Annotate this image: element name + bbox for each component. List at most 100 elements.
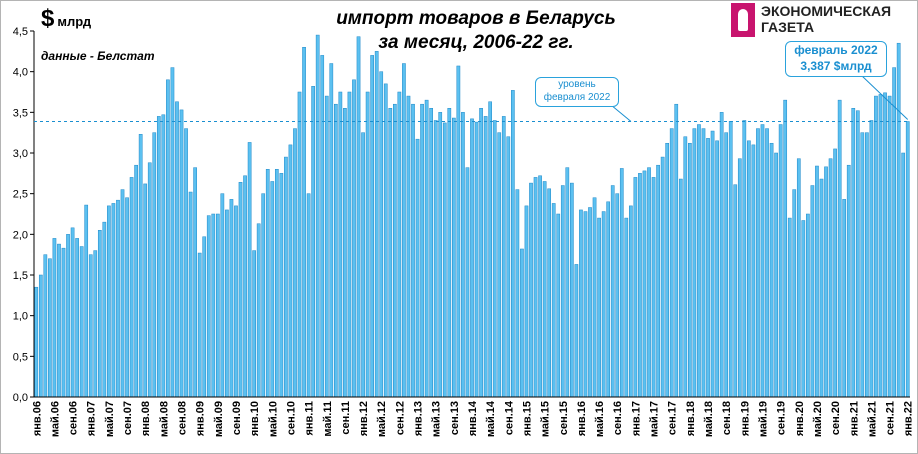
bar — [629, 205, 633, 398]
bar — [656, 164, 660, 398]
callout-level-line2: февраля 2022 — [543, 92, 611, 103]
bar — [878, 94, 883, 398]
y-tick-label: 0,0 — [13, 392, 28, 404]
bar — [674, 103, 679, 398]
bar — [411, 103, 415, 398]
bar — [579, 209, 583, 398]
bar — [211, 213, 216, 398]
unit-text: млрд — [57, 14, 92, 29]
bar — [406, 95, 411, 398]
bar — [642, 170, 647, 398]
bar — [415, 138, 420, 398]
callout-feb-2022: февраль 2022 3,387 $млрд — [785, 41, 887, 77]
bar — [801, 220, 806, 398]
bar — [828, 158, 833, 398]
bar — [84, 204, 89, 398]
x-tick-label: янв.15 — [521, 401, 533, 436]
bar — [597, 217, 601, 398]
bar — [833, 148, 837, 398]
bar — [905, 121, 910, 398]
x-tick-label: сен.10 — [285, 401, 297, 435]
bar — [874, 95, 878, 398]
bar — [819, 178, 824, 398]
bar — [147, 162, 152, 398]
bar — [756, 128, 760, 398]
x-tick-label: май.16 — [594, 401, 606, 437]
bar — [533, 177, 538, 398]
bar — [343, 108, 347, 398]
bar — [529, 182, 533, 398]
bar — [166, 79, 170, 398]
bar — [334, 103, 338, 398]
bar — [515, 189, 520, 398]
bar — [111, 203, 116, 398]
x-tick-label: сен.15 — [558, 401, 570, 435]
x-axis: янв.06 май.06 сен.06 янв.07 май.07 сен.07 янв.… — [31, 396, 915, 437]
x-tick-label: сен.06 — [68, 401, 80, 435]
y-tick-label: 3,0 — [13, 148, 28, 160]
bar — [610, 185, 615, 398]
bar — [265, 169, 270, 398]
source-note: данные - Белстат — [41, 49, 155, 63]
bar — [93, 250, 98, 398]
y-tick-label: 2,5 — [13, 189, 28, 201]
bar — [624, 217, 629, 398]
x-tick-label: янв.18 — [685, 401, 697, 436]
bar — [184, 128, 188, 398]
bar — [129, 177, 134, 398]
x-tick-label: сен.21 — [885, 401, 897, 435]
bar — [329, 63, 334, 398]
y-tick-label: 1,0 — [13, 311, 28, 323]
bar — [356, 36, 361, 398]
chart-title-line2: за месяц, 2006-22 гг. — [378, 32, 574, 53]
bar — [34, 286, 39, 398]
x-tick-label: янв.21 — [848, 401, 860, 436]
bar — [719, 112, 724, 398]
x-tick-label: май.10 — [267, 401, 279, 437]
bar — [774, 152, 778, 398]
bar — [678, 178, 683, 398]
bar — [97, 230, 102, 398]
bar — [765, 128, 769, 398]
bar — [465, 167, 470, 398]
bar — [892, 67, 896, 398]
bar — [324, 95, 329, 398]
x-tick-label: сен.20 — [830, 401, 842, 435]
bar — [697, 124, 701, 398]
bar — [161, 114, 166, 398]
bar — [370, 55, 374, 398]
bar — [869, 120, 874, 398]
x-tick-label: сен.08 — [177, 401, 189, 435]
bar — [688, 142, 692, 398]
logo: ЭКОНОМИЧЕСКАЯ ГАЗЕТА — [731, 3, 891, 37]
x-tick-label: сен.18 — [721, 401, 733, 435]
bar — [247, 142, 252, 398]
bar — [238, 182, 243, 398]
y-tick-label: 2,0 — [13, 229, 28, 241]
bar — [261, 193, 266, 398]
bar — [524, 205, 529, 398]
bar — [724, 132, 729, 398]
y-tick-label: 1,5 — [13, 270, 28, 282]
bar — [488, 101, 493, 398]
bar — [783, 99, 788, 398]
bar — [48, 258, 52, 398]
bar — [383, 83, 388, 398]
bar — [633, 177, 638, 398]
bar — [810, 185, 815, 398]
bar — [824, 166, 828, 398]
x-tick-label: сен.19 — [776, 401, 788, 435]
bar — [424, 99, 429, 398]
bar — [452, 117, 456, 398]
bar — [638, 173, 642, 398]
bar — [338, 91, 343, 398]
bar — [588, 207, 592, 398]
x-tick-label: май.18 — [703, 401, 715, 437]
y-unit-label: $ млрд — [41, 5, 91, 33]
bar — [651, 177, 656, 398]
bar — [842, 199, 847, 398]
bar — [669, 128, 674, 398]
bar — [197, 252, 202, 398]
x-tick-label: сен.17 — [667, 401, 679, 435]
bar — [456, 65, 461, 398]
